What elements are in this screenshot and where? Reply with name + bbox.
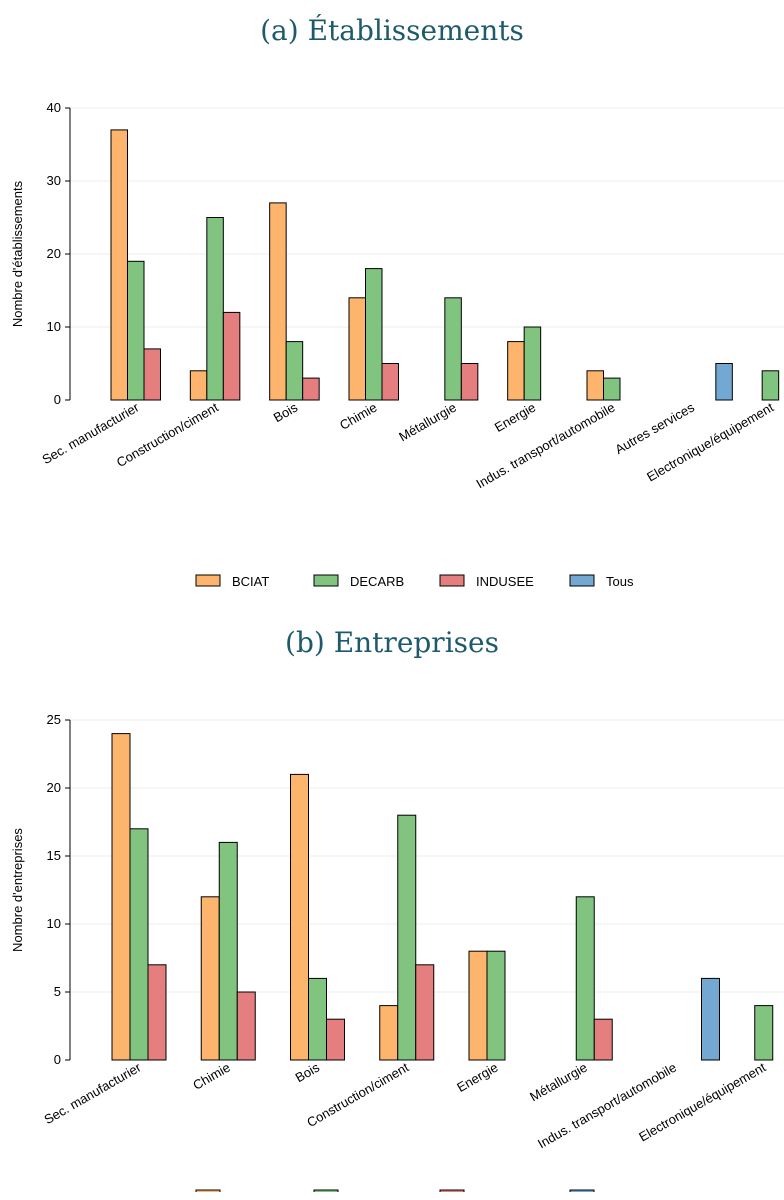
bar-bciat-0 xyxy=(111,733,131,1061)
y-tick-label: 40 xyxy=(47,100,61,115)
bar-indusee-5 xyxy=(593,1018,613,1061)
bar-bciat-3 xyxy=(379,1005,399,1061)
bar-decarb-8 xyxy=(761,370,780,401)
bar-bciat-1 xyxy=(200,896,220,1061)
bar-decarb-3 xyxy=(365,268,383,401)
chart-title-etablissements: (a) Établissements xyxy=(260,14,524,47)
legend-swatch-decarb xyxy=(313,1189,339,1192)
legend-swatch-indusee xyxy=(439,1189,465,1192)
y-tick-label: 20 xyxy=(47,780,61,795)
y-axis-label: Nombre d'établissements xyxy=(10,180,25,327)
legend-label-decarb: DECARB xyxy=(350,574,404,589)
bar-decarb-3 xyxy=(397,814,417,1061)
bar-bciat-4 xyxy=(468,950,488,1061)
bar-indusee-0 xyxy=(143,348,161,401)
x-category-label: Bois xyxy=(271,399,301,425)
bar-indusee-0 xyxy=(147,964,167,1061)
bar-indusee-4 xyxy=(460,363,479,401)
bar-decarb-4 xyxy=(444,297,462,401)
legend-swatch-bciat xyxy=(195,574,221,587)
bar-tous-6 xyxy=(701,977,720,1061)
bar-indusee-1 xyxy=(236,991,256,1061)
legend-swatch-tous xyxy=(569,1189,595,1192)
legend-label-decarb: DECARB xyxy=(350,1189,404,1192)
y-tick-label: 0 xyxy=(54,1052,61,1067)
bar-decarb-2 xyxy=(285,341,304,401)
bar-bciat-3 xyxy=(348,297,366,401)
bar-indusee-2 xyxy=(326,1018,345,1061)
x-category-label: Chimie xyxy=(337,400,380,433)
bar-decarb-1 xyxy=(206,217,224,401)
legend-label-indusee: INDUSEE xyxy=(476,574,534,589)
bar-decarb-0 xyxy=(127,260,145,401)
x-category-label: Chimie xyxy=(190,1060,233,1093)
bar-chart-entreprises: 0 5 10 15 20 25 Nombre d'entreprises Sec. manuf… xyxy=(10,712,784,1192)
bar-indusee-1 xyxy=(222,311,241,401)
x-category-label: Energie xyxy=(454,1060,500,1095)
bar-indusee-2 xyxy=(302,377,320,401)
bar-bciat-6 xyxy=(586,370,604,401)
legend-label-bciat: BCIAT xyxy=(232,574,269,589)
y-tick-label: 25 xyxy=(47,712,61,727)
y-tick-label: 30 xyxy=(47,173,61,188)
bar-decarb-6 xyxy=(603,377,621,401)
bar-decarb-5 xyxy=(523,326,542,401)
legend-swatch-tous xyxy=(569,574,595,587)
x-category-label: Electronique/équipement xyxy=(644,399,776,484)
legend-swatch-indusee xyxy=(439,574,465,587)
bar-decarb-7 xyxy=(754,1005,774,1061)
bar-decarb-0 xyxy=(129,828,149,1061)
legend-label-tous: Tous xyxy=(606,1189,634,1192)
legend-swatch-decarb xyxy=(313,574,339,587)
bar-decarb-1 xyxy=(218,841,238,1061)
y-tick-label: 5 xyxy=(54,984,61,999)
y-tick-label: 15 xyxy=(47,848,61,863)
bar-bciat-2 xyxy=(290,773,309,1061)
y-tick-label: 10 xyxy=(47,319,61,334)
x-category-label: Sec. manufacturier xyxy=(42,1059,145,1127)
x-category-label: Métallurgie xyxy=(396,400,459,445)
legend-label-bciat: BCIAT xyxy=(232,1189,269,1192)
bar-bciat-2 xyxy=(269,202,287,401)
bar-decarb-4 xyxy=(486,950,506,1061)
y-tick-label: 0 xyxy=(54,392,61,407)
legend-label-tous: Tous xyxy=(606,574,634,589)
x-category-label: Indus. transport/automobile xyxy=(474,400,618,492)
y-tick-label: 10 xyxy=(47,916,61,931)
bar-decarb-5 xyxy=(575,896,595,1061)
bar-bciat-0 xyxy=(110,129,128,401)
y-axis-label: Nombre d'entreprises xyxy=(10,828,25,952)
bar-tous-7 xyxy=(715,363,733,401)
x-category-label: Energie xyxy=(492,400,538,435)
bar-indusee-3 xyxy=(381,363,399,401)
x-category-label: Bois xyxy=(293,1059,323,1085)
bar-decarb-2 xyxy=(308,977,327,1061)
bar-indusee-3 xyxy=(415,964,435,1061)
y-tick-label: 20 xyxy=(47,246,61,261)
chart-title-entreprises: (b) Entreprises xyxy=(285,626,499,659)
legend-label-indusee: INDUSEE xyxy=(476,1189,534,1192)
x-category-label: Métallurgie xyxy=(527,1060,590,1105)
legend-swatch-bciat xyxy=(195,1189,221,1192)
bar-bciat-1 xyxy=(189,370,208,401)
bar-bciat-5 xyxy=(507,341,525,401)
